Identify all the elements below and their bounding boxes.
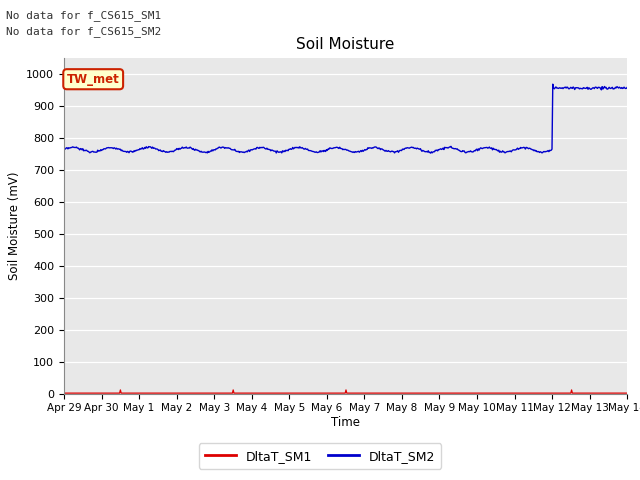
Text: No data for f_CS615_SM1: No data for f_CS615_SM1 (6, 10, 162, 21)
Title: Soil Moisture: Soil Moisture (296, 37, 395, 52)
Legend: DltaT_SM1, DltaT_SM2: DltaT_SM1, DltaT_SM2 (198, 444, 442, 469)
X-axis label: Time: Time (331, 416, 360, 429)
Y-axis label: Soil Moisture (mV): Soil Moisture (mV) (8, 171, 20, 280)
Text: No data for f_CS615_SM2: No data for f_CS615_SM2 (6, 26, 162, 37)
Text: TW_met: TW_met (67, 73, 120, 86)
